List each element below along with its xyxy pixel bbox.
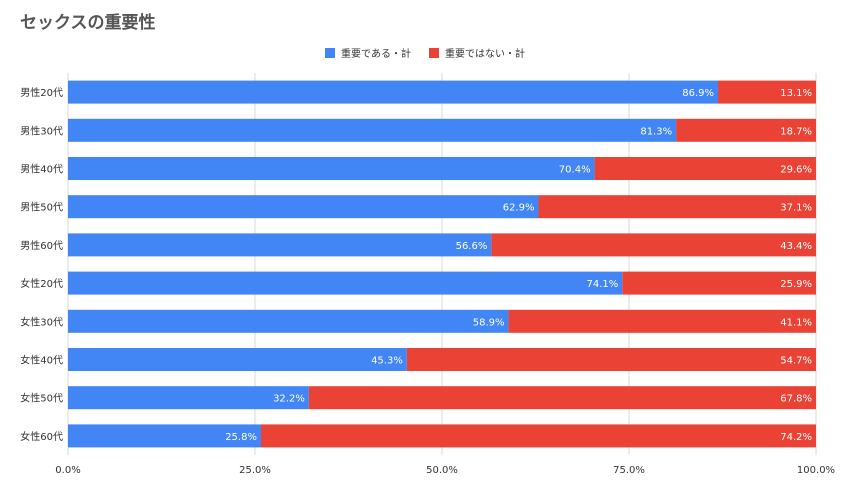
legend: 重要である・計 重要ではない・計 xyxy=(0,45,850,60)
bar-segment xyxy=(68,271,623,295)
x-tick-label: 50.0% xyxy=(426,465,458,476)
data-label: 86.9% xyxy=(682,88,714,99)
data-label: 29.6% xyxy=(780,165,812,176)
bar-segment xyxy=(68,157,595,180)
data-label: 62.9% xyxy=(503,203,535,214)
bar-segment xyxy=(594,157,816,180)
legend-swatch xyxy=(428,47,439,58)
data-label: 74.1% xyxy=(586,279,618,290)
category-label: 男性20代 xyxy=(20,86,63,99)
category-label: 女性20代 xyxy=(20,277,63,290)
category-label: 女性60代 xyxy=(20,430,63,443)
category-label: 女性30代 xyxy=(20,315,63,328)
data-label: 25.8% xyxy=(225,432,257,443)
data-label: 41.1% xyxy=(780,317,812,328)
category-label: 男性60代 xyxy=(20,239,63,252)
category-label: 女性40代 xyxy=(20,354,63,367)
chart-title: セックスの重要性 xyxy=(20,13,156,33)
data-label: 37.1% xyxy=(780,203,812,214)
x-tick-label: 0.0% xyxy=(55,465,80,476)
category-label: 男性50代 xyxy=(20,201,63,214)
bar-segment xyxy=(68,348,407,371)
bar-segment xyxy=(676,118,816,142)
bar-segment xyxy=(622,271,816,295)
legend-item: 重要である・計 xyxy=(325,45,411,60)
bar-segment xyxy=(508,309,816,333)
legend-label: 重要ではない・計 xyxy=(444,49,525,60)
data-label: 25.9% xyxy=(780,279,812,290)
data-label: 45.3% xyxy=(371,356,403,367)
bar-segment xyxy=(491,233,816,257)
data-label: 32.2% xyxy=(273,394,305,405)
bar-segment xyxy=(68,233,492,257)
bar-segment xyxy=(68,80,719,104)
data-label: 43.4% xyxy=(780,241,812,252)
legend-label: 重要である・計 xyxy=(341,49,411,60)
bar-segment xyxy=(538,195,816,219)
data-label: 58.9% xyxy=(473,317,505,328)
data-label: 70.4% xyxy=(559,165,591,176)
legend-swatch xyxy=(325,47,336,58)
bar-segment xyxy=(718,80,816,104)
data-label: 74.2% xyxy=(780,432,812,443)
legend-item: 重要ではない・計 xyxy=(428,45,525,60)
bar-segment xyxy=(68,386,309,410)
data-label: 54.7% xyxy=(780,356,812,367)
data-label: 56.6% xyxy=(456,241,488,252)
bar-segment xyxy=(68,195,539,219)
data-label: 13.1% xyxy=(780,88,812,99)
bar-segment xyxy=(308,386,816,410)
data-label: 18.7% xyxy=(780,126,812,137)
data-label: 81.3% xyxy=(640,126,672,137)
bar-segment xyxy=(406,348,816,371)
category-label: 男性40代 xyxy=(20,163,63,176)
x-tick-label: 25.0% xyxy=(239,465,271,476)
x-tick-label: 100.0% xyxy=(797,465,835,476)
bar-segment xyxy=(68,309,509,333)
x-tick-label: 75.0% xyxy=(613,465,645,476)
bar-segment xyxy=(68,424,261,448)
category-label: 女性50代 xyxy=(20,392,63,405)
bar-segment xyxy=(260,424,816,448)
bar-segment xyxy=(68,118,677,142)
category-label: 男性30代 xyxy=(20,124,63,137)
data-label: 67.8% xyxy=(780,394,812,405)
